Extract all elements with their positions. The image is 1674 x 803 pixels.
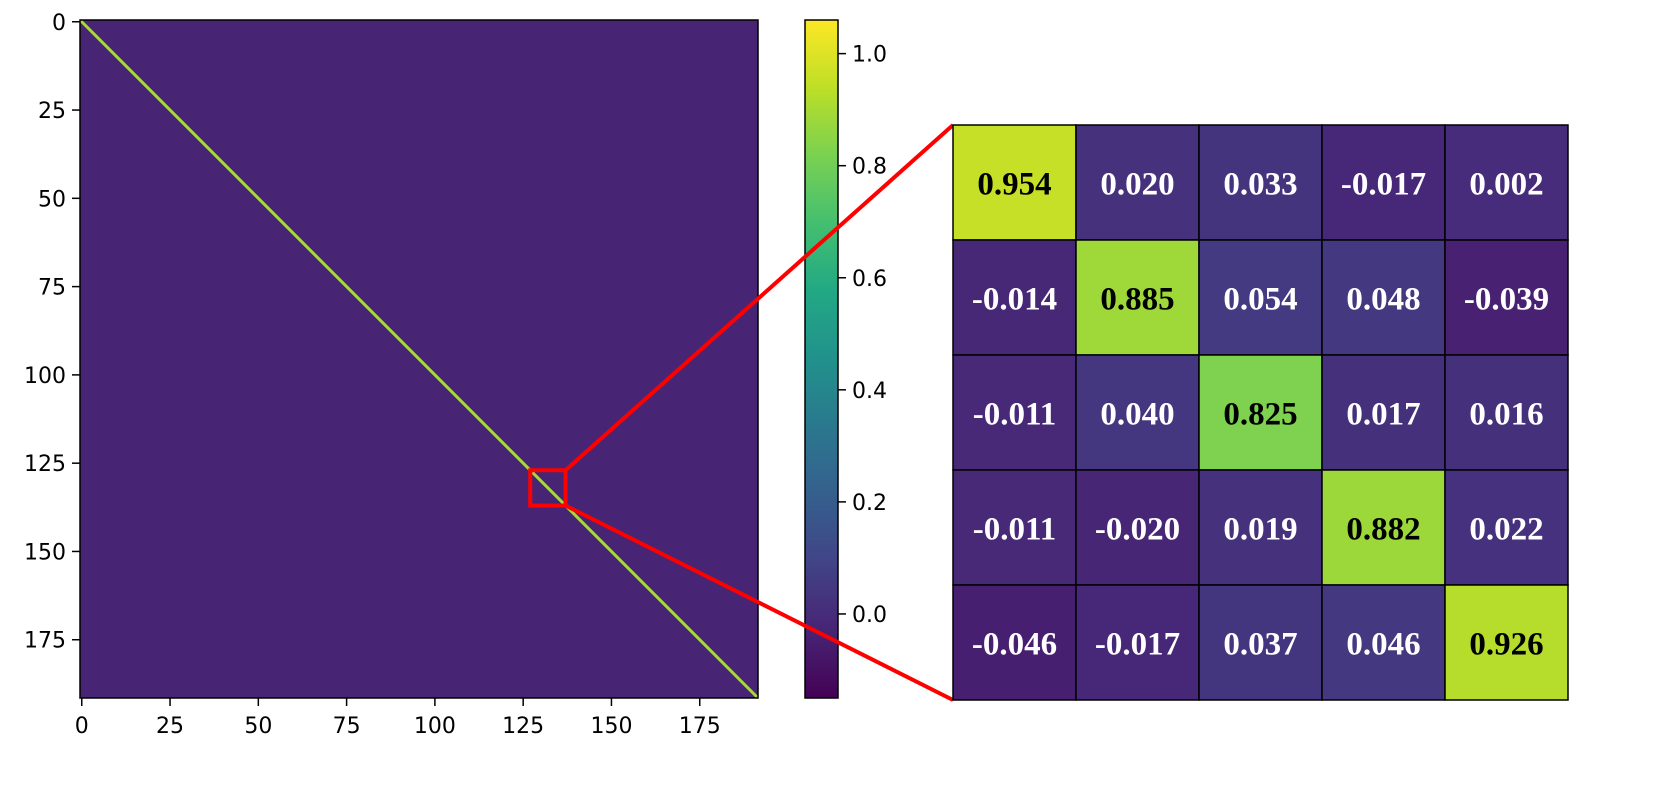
colorbar-tick-label: 0.0: [852, 603, 887, 628]
y-tick-label: 100: [24, 364, 66, 389]
table-cell: [1444, 124, 1569, 241]
table-cell-label: 0.022: [1469, 512, 1543, 548]
table-cell: [952, 124, 1077, 241]
table-cell: [1198, 469, 1323, 586]
table-cell-label: 0.954: [977, 167, 1051, 203]
x-tick-label: 75: [333, 714, 361, 739]
table-cell: [1198, 239, 1323, 356]
table-cell: [952, 239, 1077, 356]
table-cell: [1444, 354, 1569, 471]
table-cell-label: 0.019: [1223, 512, 1297, 548]
heatmap-frame: [79, 19, 759, 699]
table-cell: [952, 469, 1077, 586]
table-cell-label: -0.017: [1341, 167, 1426, 203]
zoom-connector-lines: [564, 123, 955, 702]
x-tick-label: 125: [502, 714, 544, 739]
table-cell: [1321, 354, 1446, 471]
table-cell-label: 0.054: [1223, 282, 1297, 318]
colorbar-tick-label: 0.8: [852, 155, 887, 180]
table-cell-label: 0.926: [1469, 627, 1543, 663]
colorbar-tick-label: 1.0: [852, 43, 887, 68]
table-cell-label: -0.039: [1464, 282, 1549, 318]
zoom-highlight-box: [528, 468, 568, 508]
table-cell: [1444, 469, 1569, 586]
table-cell-label: 0.002: [1469, 167, 1543, 203]
y-tick-label: 0: [52, 11, 66, 36]
x-tick-label: 175: [679, 714, 721, 739]
table-cell: [1198, 124, 1323, 241]
table-cell: [1198, 584, 1323, 701]
table-cell: [952, 584, 1077, 701]
table-cell: [1198, 354, 1323, 471]
x-tick-label: 0: [75, 714, 89, 739]
table-cell-label: -0.011: [973, 397, 1056, 433]
table-cell: [1444, 239, 1569, 356]
table-cell-label: 0.825: [1223, 397, 1297, 433]
table-cell-label: 0.882: [1346, 512, 1420, 548]
y-tick-label: 150: [24, 540, 66, 565]
colorbar-tick-label: 0.4: [852, 379, 887, 404]
heatmap-diagonal: [78, 18, 760, 700]
table-cell-label: -0.017: [1095, 627, 1180, 663]
main-heatmap: 0 25 50 75 100 125 150 175 0 25 50 75 100 125 150 175: [24, 11, 760, 739]
zoomed-table: 0.954 0.020 0.033 -0.017 0.002 -0.014 0.885 0.0…: [952, 124, 1569, 701]
table-cell: [1075, 469, 1200, 586]
table-cell-label: -0.011: [973, 512, 1056, 548]
table-cell: [1075, 584, 1200, 701]
colorbar: 0.0 0.2 0.4 0.6 0.8 1.0: [804, 19, 887, 699]
table-cell-label: 0.016: [1469, 397, 1543, 433]
colorbar-tick-label: 0.2: [852, 491, 887, 516]
y-tick-label: 125: [24, 452, 66, 477]
zoom-line-bottom: [564, 503, 954, 702]
table-cell: [1321, 124, 1446, 241]
y-tick-label: 25: [38, 99, 66, 124]
colorbar-tick-label: 0.6: [852, 267, 887, 292]
colorbar-gradient: [804, 19, 839, 699]
table-cell-label: 0.048: [1346, 282, 1420, 318]
table-cell-label: -0.020: [1095, 512, 1180, 548]
table-cell: [1444, 584, 1569, 701]
x-tick-label: 50: [244, 714, 272, 739]
table-cell-label: 0.885: [1100, 282, 1174, 318]
table-cell-label: 0.033: [1223, 167, 1297, 203]
y-tick-label: 50: [38, 187, 66, 212]
table-cell: [1075, 354, 1200, 471]
y-tick-label: 75: [38, 276, 66, 301]
table-cell: [1075, 124, 1200, 241]
table-cell: [1321, 469, 1446, 586]
table-cell-label: 0.037: [1223, 627, 1297, 663]
x-tick-label: 25: [156, 714, 184, 739]
zoom-line-top: [564, 123, 955, 472]
table-cell: [952, 354, 1077, 471]
table-cell-label: 0.017: [1346, 397, 1420, 433]
table-cell-label: 0.020: [1100, 167, 1174, 203]
table-cell: [1321, 239, 1446, 356]
table-cell-label: 0.046: [1346, 627, 1420, 663]
x-tick-label: 150: [590, 714, 632, 739]
x-tick-label: 100: [414, 714, 456, 739]
table-cell-label: -0.046: [972, 627, 1057, 663]
table-cell-label: 0.040: [1100, 397, 1174, 433]
y-tick-label: 175: [24, 629, 66, 654]
table-cell-label: -0.014: [972, 282, 1057, 318]
